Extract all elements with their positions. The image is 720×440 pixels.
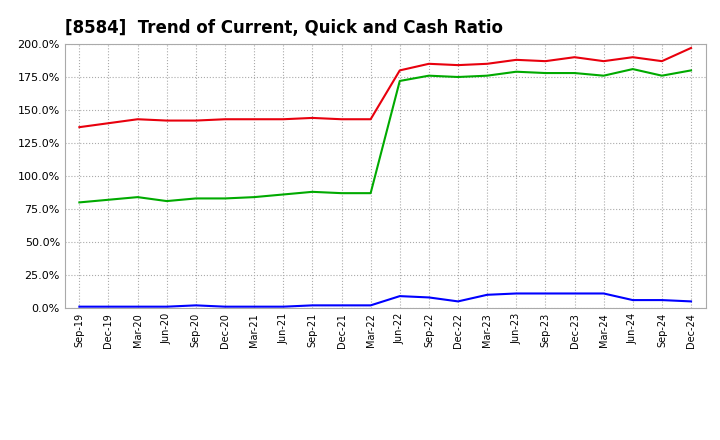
Quick Ratio [657,73,666,78]
Current Ratio [599,59,608,64]
Cash Ratio [512,291,521,296]
Quick Ratio [366,191,375,196]
Quick Ratio [541,70,550,76]
Cash Ratio [75,304,84,309]
Quick Ratio [220,196,229,201]
Cash Ratio [687,299,696,304]
Quick Ratio [454,74,462,80]
Current Ratio [512,57,521,62]
Current Ratio [133,117,142,122]
Quick Ratio [133,194,142,200]
Line: Quick Ratio: Quick Ratio [79,69,691,202]
Cash Ratio [483,292,492,297]
Current Ratio [570,55,579,60]
Quick Ratio [570,70,579,76]
Quick Ratio [599,73,608,78]
Current Ratio [657,59,666,64]
Cash Ratio [337,303,346,308]
Current Ratio [279,117,287,122]
Cash Ratio [657,297,666,303]
Quick Ratio [163,198,171,204]
Cash Ratio [279,304,287,309]
Current Ratio [192,118,200,123]
Current Ratio [454,62,462,68]
Cash Ratio [308,303,317,308]
Cash Ratio [366,303,375,308]
Cash Ratio [599,291,608,296]
Quick Ratio [192,196,200,201]
Quick Ratio [279,192,287,197]
Cash Ratio [104,304,113,309]
Current Ratio [366,117,375,122]
Cash Ratio [395,293,404,299]
Quick Ratio [629,66,637,72]
Cash Ratio [133,304,142,309]
Text: [8584]  Trend of Current, Quick and Cash Ratio: [8584] Trend of Current, Quick and Cash … [65,19,503,37]
Current Ratio [629,55,637,60]
Current Ratio [395,68,404,73]
Cash Ratio [454,299,462,304]
Cash Ratio [192,303,200,308]
Quick Ratio [308,189,317,194]
Cash Ratio [629,297,637,303]
Quick Ratio [250,194,258,200]
Quick Ratio [425,73,433,78]
Cash Ratio [220,304,229,309]
Quick Ratio [483,73,492,78]
Quick Ratio [687,68,696,73]
Current Ratio [163,118,171,123]
Line: Cash Ratio: Cash Ratio [79,293,691,307]
Quick Ratio [104,197,113,202]
Quick Ratio [395,78,404,84]
Cash Ratio [163,304,171,309]
Cash Ratio [541,291,550,296]
Current Ratio [308,115,317,121]
Current Ratio [104,121,113,126]
Quick Ratio [337,191,346,196]
Current Ratio [220,117,229,122]
Cash Ratio [570,291,579,296]
Current Ratio [425,61,433,66]
Cash Ratio [250,304,258,309]
Current Ratio [250,117,258,122]
Line: Current Ratio: Current Ratio [79,48,691,127]
Current Ratio [337,117,346,122]
Quick Ratio [512,69,521,74]
Current Ratio [75,125,84,130]
Cash Ratio [425,295,433,300]
Quick Ratio [75,200,84,205]
Current Ratio [687,45,696,51]
Current Ratio [483,61,492,66]
Current Ratio [541,59,550,64]
